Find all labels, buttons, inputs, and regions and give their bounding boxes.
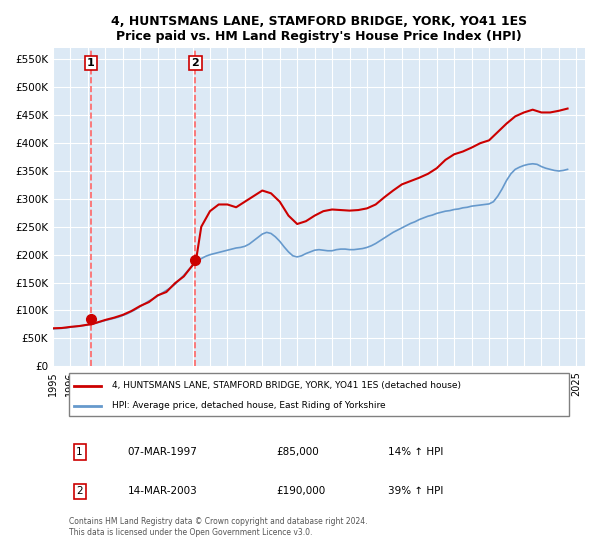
Text: 1: 1 xyxy=(76,447,83,457)
Text: £190,000: £190,000 xyxy=(277,486,326,496)
Text: 39% ↑ HPI: 39% ↑ HPI xyxy=(388,486,443,496)
Text: £85,000: £85,000 xyxy=(277,447,319,457)
Text: 14% ↑ HPI: 14% ↑ HPI xyxy=(388,447,443,457)
Text: 14-MAR-2003: 14-MAR-2003 xyxy=(127,486,197,496)
Text: 4, HUNTSMANS LANE, STAMFORD BRIDGE, YORK, YO41 1ES (detached house): 4, HUNTSMANS LANE, STAMFORD BRIDGE, YORK… xyxy=(112,381,461,390)
Text: Contains HM Land Registry data © Crown copyright and database right 2024.
This d: Contains HM Land Registry data © Crown c… xyxy=(69,517,367,537)
Text: 2: 2 xyxy=(191,58,199,68)
Title: 4, HUNTSMANS LANE, STAMFORD BRIDGE, YORK, YO41 1ES
Price paid vs. HM Land Regist: 4, HUNTSMANS LANE, STAMFORD BRIDGE, YORK… xyxy=(111,15,527,43)
Text: 1: 1 xyxy=(87,58,95,68)
FancyBboxPatch shape xyxy=(69,374,569,416)
Text: 07-MAR-1997: 07-MAR-1997 xyxy=(127,447,197,457)
Text: HPI: Average price, detached house, East Riding of Yorkshire: HPI: Average price, detached house, East… xyxy=(112,401,385,410)
Text: 2: 2 xyxy=(76,486,83,496)
